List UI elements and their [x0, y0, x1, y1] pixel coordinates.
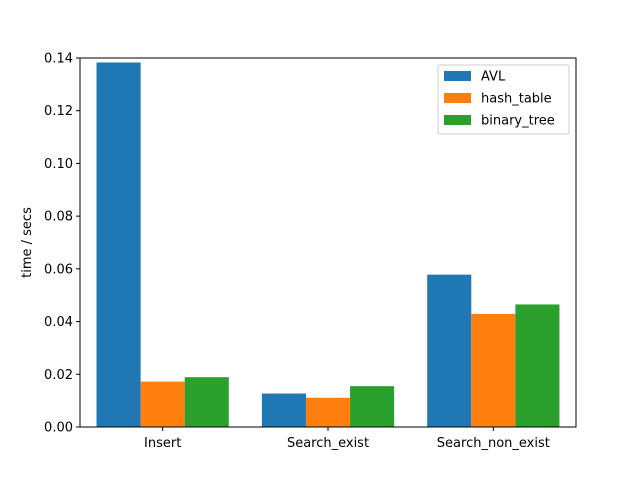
legend-swatch-binary_tree: [444, 115, 471, 125]
bar-binary_tree-Insert: [184, 377, 229, 427]
bars-layer: [96, 62, 560, 427]
legend-label-hash_table: hash_table: [481, 92, 552, 107]
x-tick-label: Insert: [144, 436, 181, 451]
y-tick-label: 0.14: [44, 52, 73, 67]
legend-label-binary_tree: binary_tree: [481, 114, 555, 129]
bar-AVL-Search_exist: [261, 393, 306, 427]
y-tick-label: 0.02: [44, 368, 73, 383]
legend: AVL hash_table binary_tree: [437, 64, 570, 135]
bar-hash_table-Search_non_exist: [471, 313, 516, 427]
x-tick-label: Search_exist: [287, 436, 369, 451]
bar-binary_tree-Search_exist: [350, 386, 395, 427]
bar-AVL-Insert: [96, 62, 141, 427]
x-tick-label: Search_non_exist: [437, 436, 550, 451]
bar-AVL-Search_non_exist: [427, 274, 472, 427]
y-tick-label: 0.12: [44, 104, 73, 119]
bar-hash_table-Insert: [140, 381, 185, 427]
y-tick-label: 0.04: [44, 315, 73, 330]
bar-hash_table-Search_exist: [305, 397, 351, 427]
legend-swatch-AVL: [444, 71, 471, 81]
y-axis-label: time / secs: [20, 207, 35, 278]
x-axis: Insert Search_exist Search_non_exist: [144, 427, 550, 451]
bar-binary_tree-Search_non_exist: [515, 304, 560, 427]
legend-swatch-hash_table: [444, 93, 471, 103]
y-tick-label: 0.00: [44, 421, 73, 436]
legend-label-AVL: AVL: [481, 70, 506, 85]
y-axis: 0.00 0.02 0.04 0.06 0.08 0.10 0.12 0.14: [44, 52, 80, 436]
y-tick-label: 0.10: [44, 157, 73, 172]
y-tick-label: 0.08: [44, 210, 73, 225]
y-tick-label: 0.06: [44, 262, 73, 277]
